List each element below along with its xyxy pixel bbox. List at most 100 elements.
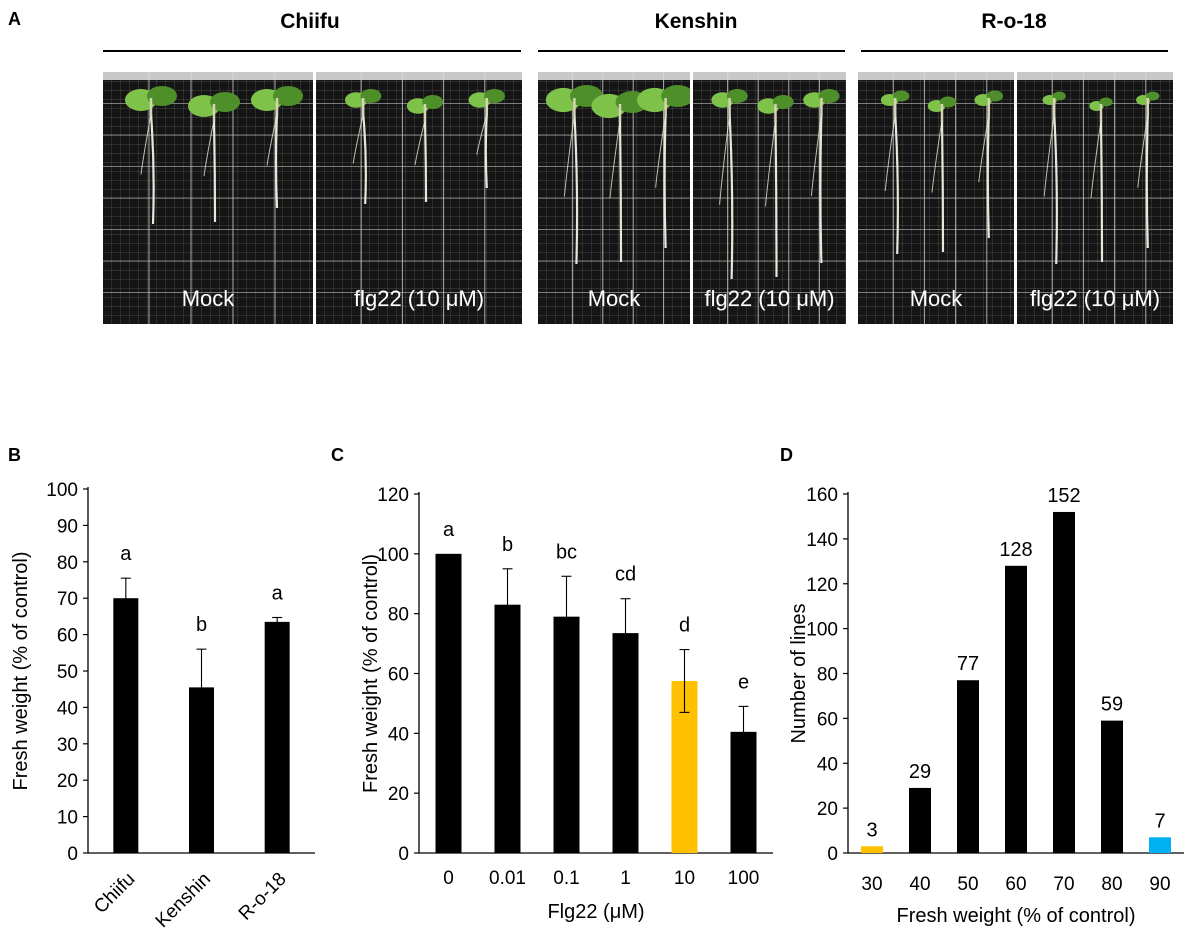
panel-c-label: C bbox=[331, 445, 344, 465]
bar bbox=[1005, 565, 1027, 853]
photo-kenshin-flg22-drawing bbox=[693, 72, 846, 324]
y-tick-label: 120 bbox=[806, 575, 838, 596]
seedling-leaf bbox=[939, 96, 957, 108]
seedling-leaf bbox=[1099, 97, 1113, 107]
panel-d-chart: 0 20 40 60 80 100 120 140 160 Number of lines 3 30 2… bbox=[788, 485, 1184, 927]
ruler-strip bbox=[1017, 72, 1173, 80]
y-tick-label: 100 bbox=[377, 545, 409, 566]
y-axis-title: Fresh weight (% of control) bbox=[10, 552, 32, 791]
bar bbox=[1149, 837, 1171, 853]
seedling-lateral-root bbox=[1043, 113, 1055, 197]
seedling-root bbox=[423, 119, 428, 203]
x-tick-label: 30 bbox=[861, 874, 882, 895]
significance-letter: a bbox=[120, 543, 132, 565]
data-label: 29 bbox=[909, 761, 931, 783]
y-tick-label: 70 bbox=[57, 589, 78, 610]
bar bbox=[494, 604, 521, 853]
y-tick-label: 80 bbox=[57, 553, 78, 574]
seedling-root bbox=[212, 119, 217, 223]
x-tick-label: Kenshin bbox=[152, 869, 215, 932]
significance-letter: b bbox=[196, 614, 207, 636]
x-tick-label: Chiifu bbox=[90, 869, 139, 918]
data-label: 59 bbox=[1101, 694, 1123, 716]
seedling-lateral-root bbox=[1090, 119, 1102, 199]
bar bbox=[1101, 720, 1123, 853]
photo-r-o-18-flg22: flg22 (10 μM) bbox=[1017, 72, 1173, 324]
seedling-lateral-root bbox=[203, 119, 215, 177]
y-tick-label: 60 bbox=[388, 665, 409, 686]
x-tick-label: 50 bbox=[957, 874, 978, 895]
x-tick-label: 100 bbox=[728, 868, 760, 889]
photo-chiifu-flg22-drawing bbox=[316, 72, 522, 324]
seedling-root bbox=[940, 119, 945, 253]
data-label: 3 bbox=[866, 819, 877, 841]
seedling-lateral-root bbox=[719, 113, 731, 205]
y-axis-title: Number of lines bbox=[788, 603, 810, 743]
ruler-strip bbox=[538, 72, 690, 80]
ruler-strip bbox=[103, 72, 313, 80]
y-tick-label: 120 bbox=[377, 485, 409, 506]
x-tick-label: R-o-18 bbox=[235, 869, 291, 925]
cultivar-rule-r-o-18 bbox=[861, 50, 1168, 52]
x-tick-label: 80 bbox=[1101, 874, 1122, 895]
seedling-root bbox=[1099, 119, 1104, 263]
seedling-lateral-root bbox=[140, 113, 152, 175]
seedling-leaf bbox=[273, 86, 303, 106]
x-tick-label: 90 bbox=[1149, 874, 1170, 895]
y-tick-label: 40 bbox=[817, 754, 838, 775]
y-tick-label: 20 bbox=[817, 799, 838, 820]
bar bbox=[113, 598, 139, 853]
y-tick-label: 160 bbox=[806, 485, 838, 506]
seedling-leaf bbox=[893, 90, 910, 102]
bar bbox=[435, 553, 462, 853]
seedling-root bbox=[362, 113, 367, 205]
y-axis-title: Fresh weight (% of control) bbox=[360, 554, 382, 793]
seedling-root bbox=[484, 113, 488, 189]
y-tick-label: 0 bbox=[398, 844, 409, 865]
bar bbox=[1053, 511, 1075, 853]
y-tick-label: 90 bbox=[57, 516, 78, 537]
y-tick-label: 60 bbox=[817, 709, 838, 730]
seedling-root bbox=[663, 113, 667, 249]
ruler-strip bbox=[858, 72, 1014, 80]
seedling-lateral-root bbox=[1137, 113, 1149, 188]
x-tick-label: 1 bbox=[620, 868, 631, 889]
data-label: 7 bbox=[1154, 810, 1165, 832]
x-tick-label: 0 bbox=[443, 868, 454, 889]
seedling-leaf bbox=[1146, 91, 1160, 101]
seedling-leaf bbox=[772, 95, 794, 109]
treatment-label: Mock bbox=[181, 286, 235, 311]
seedling-lateral-root bbox=[609, 119, 621, 199]
seedling-lateral-root bbox=[655, 113, 667, 188]
y-tick-label: 20 bbox=[57, 771, 78, 792]
treatment-label: Mock bbox=[909, 286, 963, 311]
y-tick-label: 60 bbox=[57, 626, 78, 647]
y-tick-label: 100 bbox=[46, 480, 78, 501]
seedling-leaf bbox=[986, 90, 1004, 102]
seedling-lateral-root bbox=[266, 113, 278, 166]
panel-d-label: D bbox=[780, 445, 793, 465]
significance-letter: a bbox=[443, 519, 455, 541]
seedling-leaf bbox=[661, 85, 690, 107]
cultivar-title-r-o-18: R-o-18 bbox=[981, 10, 1047, 33]
cultivar-title-kenshin: Kenshin bbox=[654, 10, 738, 33]
seedling-lateral-root bbox=[765, 119, 776, 207]
significance-letter: bc bbox=[556, 541, 577, 563]
x-axis-title: Flg22 (μM) bbox=[547, 901, 644, 923]
x-axis-title: Fresh weight (% of control) bbox=[897, 905, 1136, 927]
photo-r-o-18-flg22-drawing bbox=[1017, 72, 1173, 324]
y-tick-label: 80 bbox=[388, 605, 409, 626]
seedling-root bbox=[573, 113, 579, 265]
significance-letter: a bbox=[272, 582, 284, 604]
photo-r-o-18-mock: Mock bbox=[858, 72, 1014, 324]
y-tick-label: 0 bbox=[827, 844, 838, 865]
cultivar-rule-kenshin bbox=[538, 50, 845, 52]
seedling-leaf bbox=[360, 89, 382, 103]
cultivar-rule-chiifu bbox=[103, 50, 521, 52]
ruler-strip bbox=[693, 72, 846, 80]
photo-r-o-18-mock-drawing bbox=[858, 72, 1014, 324]
significance-letter: b bbox=[502, 534, 513, 556]
data-label: 128 bbox=[999, 539, 1032, 561]
y-tick-label: 80 bbox=[817, 665, 838, 686]
